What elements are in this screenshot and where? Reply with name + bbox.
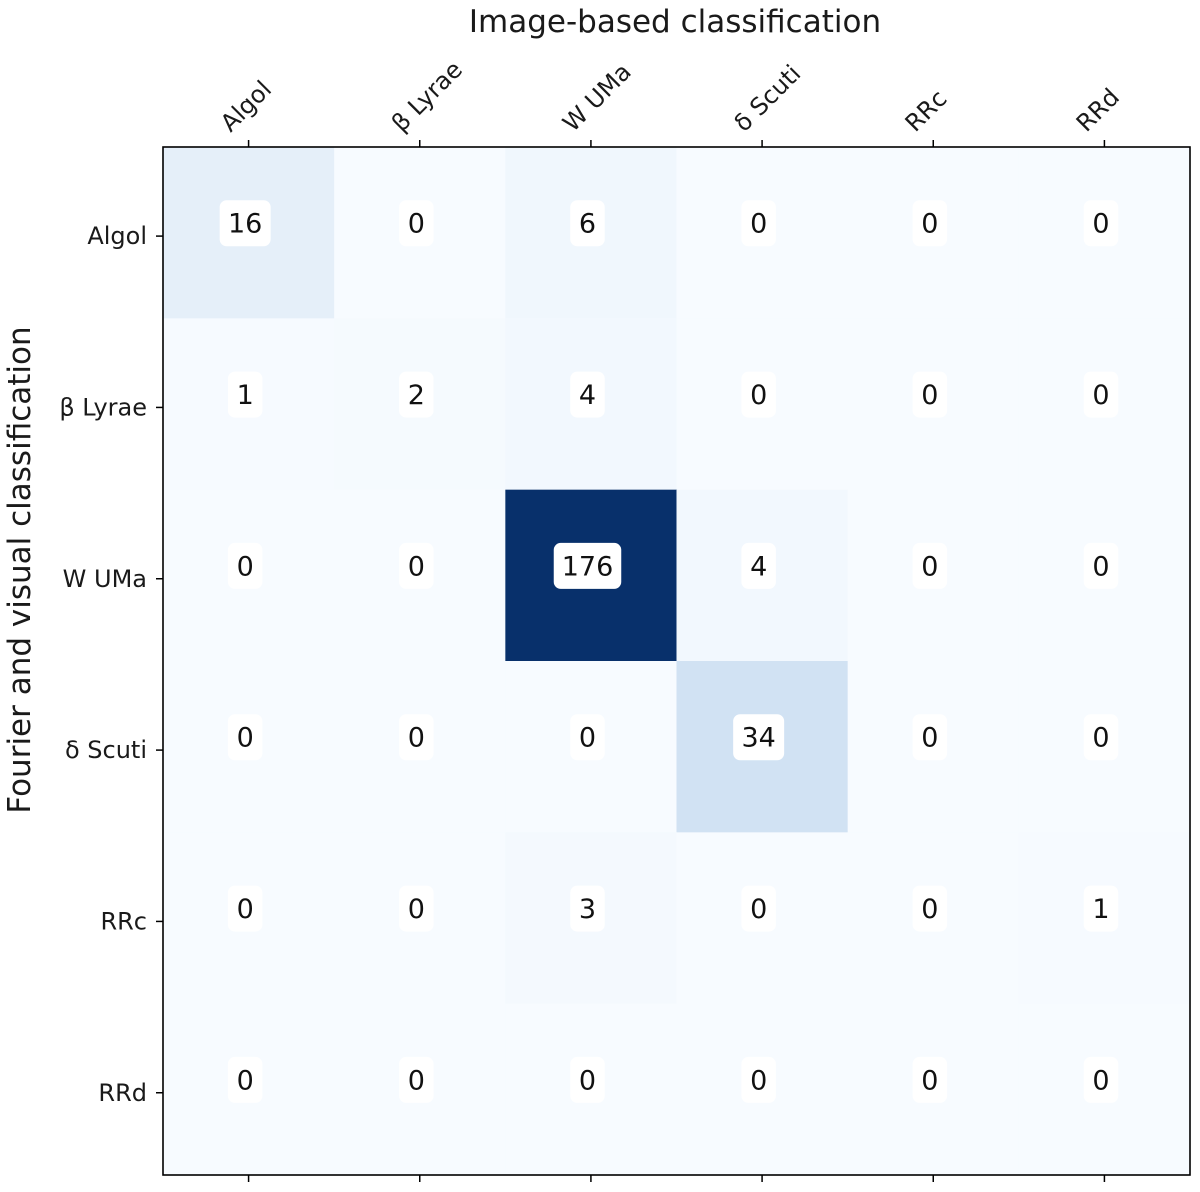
cell-value-label: 0: [750, 380, 767, 411]
x-tick-label: Algol: [215, 75, 277, 137]
y-tick-label: RRc: [100, 907, 147, 935]
cell-value-label: 0: [408, 1065, 425, 1096]
cell-label-box: [399, 371, 434, 418]
cell-label-box: [227, 714, 263, 761]
cell-value-label: 0: [921, 551, 938, 582]
cell-label-box: [227, 371, 263, 418]
cell-value-label: 0: [237, 551, 254, 582]
cells-layer: [163, 147, 1191, 1176]
cell-label-box: [741, 1056, 776, 1103]
cell-label-box: [733, 714, 785, 761]
cell-label-box: [570, 714, 605, 761]
plot-frame: [162, 146, 1191, 1176]
x-tick-label: RRc: [900, 85, 953, 138]
y-tick-label: δ Scuti: [65, 736, 147, 764]
cell-value-label: 0: [1092, 209, 1109, 240]
cell-label-box: [399, 714, 434, 761]
cell-label-box: [1083, 371, 1119, 418]
cell-value-label: 0: [237, 894, 254, 925]
cell-value-label: 16: [228, 209, 262, 240]
cell-label-box: [570, 200, 605, 247]
cell-value-label: 3: [579, 894, 596, 925]
cell-label-box: [227, 542, 263, 589]
cell-value-label: 0: [408, 209, 425, 240]
cell-label-box: [741, 200, 776, 247]
cell-label-box: [570, 885, 605, 932]
cell-label-box: [1083, 542, 1119, 589]
x-tick-label: RRd: [1071, 83, 1125, 137]
cell-value-label: 0: [237, 1065, 254, 1096]
cell-value-label: 34: [741, 723, 775, 754]
cell-label-box: [741, 371, 776, 418]
cell-label-box: [227, 885, 263, 932]
cell-value-label: 1: [1092, 894, 1109, 925]
y-axis-title: Fourier and visual classification: [2, 326, 38, 813]
cell-value-label: 0: [408, 723, 425, 754]
cell-label-box: [912, 542, 948, 589]
y-tick-label: Algol: [87, 222, 147, 250]
cell-label-box: [741, 542, 776, 589]
cell-value-label: 6: [579, 209, 596, 240]
cell-value-label: 2: [408, 380, 425, 411]
cell-label-box: [1083, 1056, 1119, 1103]
cell-label-box: [570, 371, 605, 418]
cell-value-label: 0: [750, 894, 767, 925]
cell-label-box: [912, 371, 948, 418]
cell-label-box: [227, 1056, 263, 1103]
cell-value-label: 0: [1092, 723, 1109, 754]
cell-value-label: 0: [921, 1065, 938, 1096]
x-tick-label: δ Scuti: [729, 59, 807, 137]
y-tick-label: β Lyrae: [59, 393, 147, 421]
cell-label-box: [1083, 200, 1119, 247]
cell-value-label: 0: [1092, 1065, 1109, 1096]
cell-value-label: 0: [921, 209, 938, 240]
x-axis-title: Image-based classification: [469, 4, 881, 40]
cell-label-box: [399, 1056, 434, 1103]
cell-value-label: 0: [1092, 551, 1109, 582]
cell-value-label: 0: [750, 209, 767, 240]
cell-value-label: 1: [237, 380, 254, 411]
cell-value-label: 0: [921, 723, 938, 754]
cell-label-box: [1083, 714, 1119, 761]
cell-label-box: [912, 1056, 948, 1103]
cell-value-label: 176: [562, 551, 614, 582]
x-tick-label: W UMa: [557, 58, 636, 137]
cell-value-label: 0: [237, 723, 254, 754]
cell-label-box: [912, 200, 948, 247]
cell-label-box: [912, 885, 948, 932]
cell-label-box: [741, 885, 776, 932]
cell-label-box: [399, 542, 434, 589]
cell-value-label: 0: [1092, 380, 1109, 411]
cell-value-label: 0: [921, 380, 938, 411]
cell-label-box: [399, 200, 434, 247]
plot-border: [162, 146, 1191, 1176]
y-tick-label: RRd: [98, 1079, 147, 1107]
cell-label-box: [553, 542, 622, 589]
cell-label-box: [219, 200, 271, 247]
cell-value-label: 0: [579, 723, 596, 754]
cell-value-label: 0: [408, 551, 425, 582]
cell-value-label: 0: [750, 1065, 767, 1096]
cell-label-box: [399, 885, 434, 932]
y-tick-label: W UMa: [63, 565, 147, 593]
cell-value-label: 4: [579, 380, 596, 411]
cell-value-label: 4: [750, 551, 767, 582]
cell-value-label: 0: [579, 1065, 596, 1096]
cell-label-box: [912, 714, 948, 761]
cell-label-box: [570, 1056, 605, 1103]
cell-value-label: 0: [408, 894, 425, 925]
x-tick-label: β Lyrae: [386, 55, 468, 137]
cell-label-box: [1083, 885, 1119, 932]
cell-value-label: 0: [921, 894, 938, 925]
cell-labels-layer: 16 0 6 0 0 0 1 2 4 0 0 0 0 0 176 4 0 0 0 0 0 34 0 0 0 0 3 0 0 1 0 0 0 0 0 0: [219, 200, 1119, 1103]
